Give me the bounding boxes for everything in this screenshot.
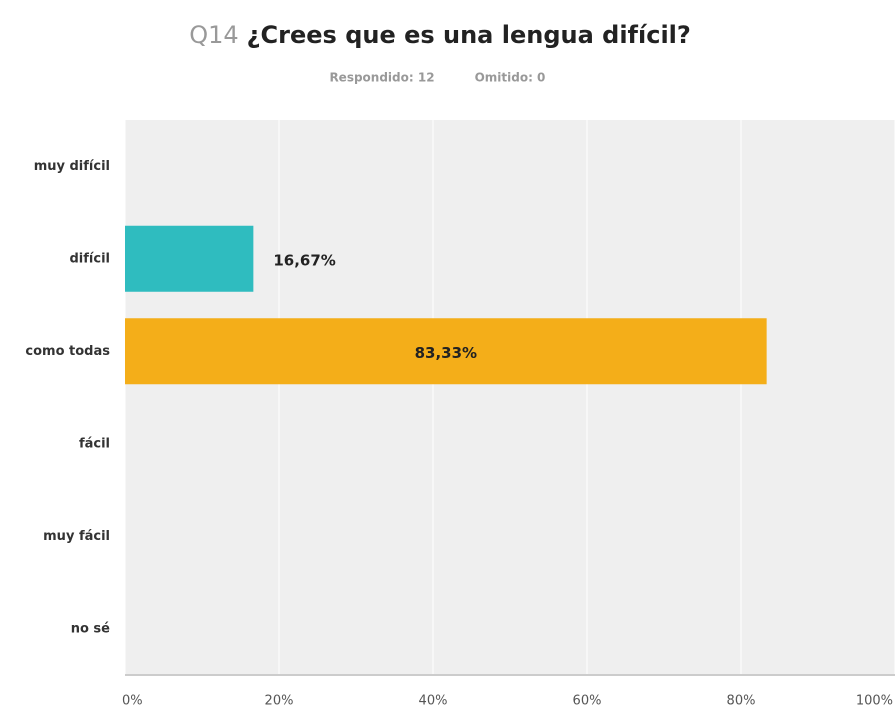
value-label: 83,33% xyxy=(415,344,477,362)
question-number: Q14 xyxy=(189,21,238,49)
x-tick-label: 0% xyxy=(122,694,143,709)
category-label: fácil xyxy=(79,436,110,451)
skipped-count: Omitido: 0 xyxy=(475,71,546,85)
category-label: muy difícil xyxy=(34,159,110,174)
plot-area xyxy=(125,120,895,675)
value-label: 16,67% xyxy=(273,251,335,269)
category-label: muy fácil xyxy=(43,529,110,544)
bar xyxy=(125,318,767,385)
x-tick-label: 80% xyxy=(727,694,756,709)
x-tick-label: 100% xyxy=(856,694,893,709)
x-tick-label: 40% xyxy=(419,694,448,709)
category-label: como todas xyxy=(25,344,110,359)
bar xyxy=(125,225,254,292)
category-label: no sé xyxy=(71,621,110,636)
answered-count: Respondido: 12 xyxy=(329,71,434,85)
chart-title: ¿Crees que es una lengua difícil? xyxy=(247,21,691,49)
x-tick-label: 20% xyxy=(265,694,294,709)
x-tick-label: 60% xyxy=(573,694,602,709)
category-label: difícil xyxy=(70,251,111,266)
chart-title-group: Q14 ¿Crees que es una lengua difícil? xyxy=(189,21,691,49)
